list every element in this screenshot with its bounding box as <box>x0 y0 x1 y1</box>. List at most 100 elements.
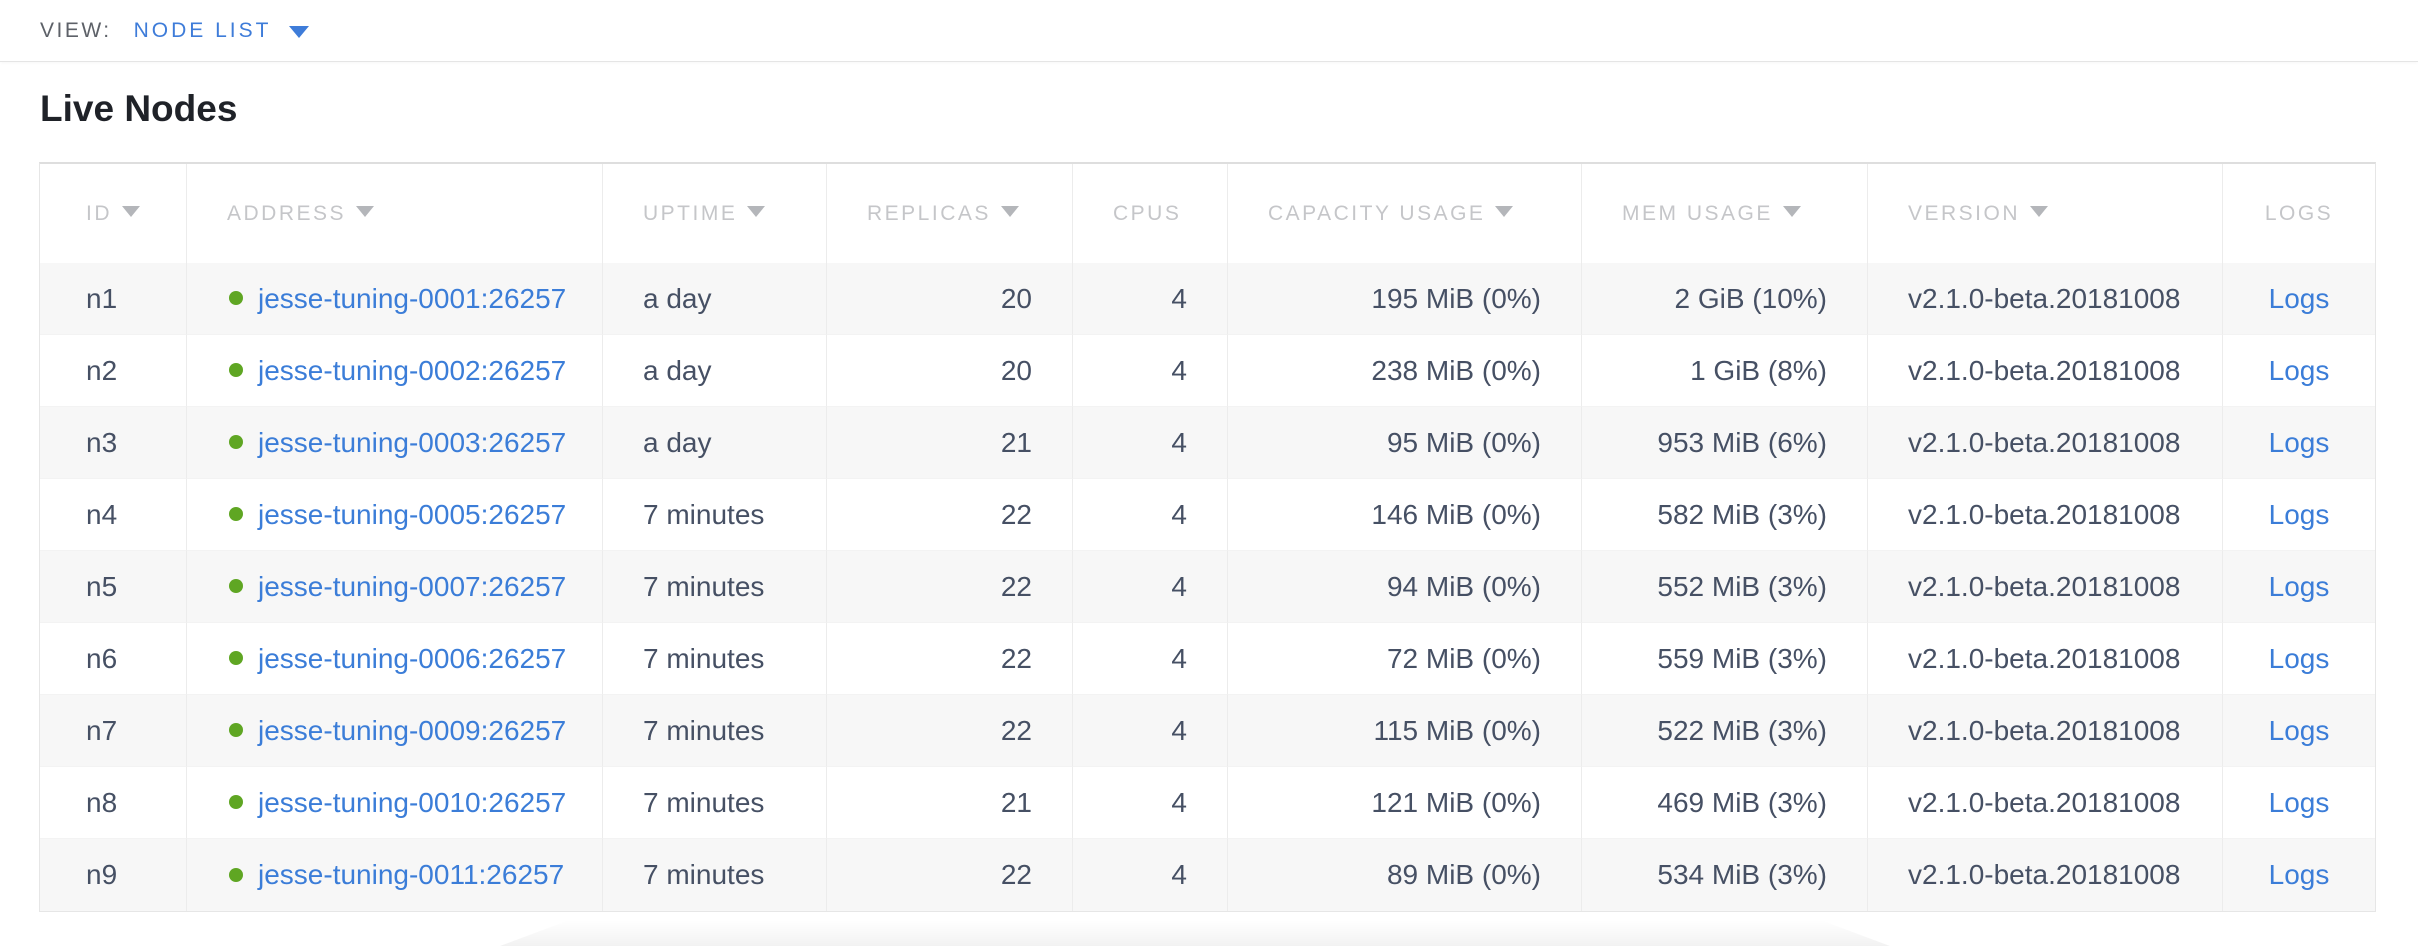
cell-cpus: 4 <box>1072 767 1227 839</box>
sort-descending-icon <box>356 206 375 218</box>
column-header-label: LOGS <box>2264 201 2334 225</box>
cell-address: jesse-tuning-0006:26257 <box>186 623 602 695</box>
cell-capacity_usage: 238 MiB (0%) <box>1227 335 1581 407</box>
node-address-link[interactable]: jesse-tuning-0001:26257 <box>258 282 567 314</box>
logs-link[interactable]: Logs <box>2268 786 2330 818</box>
column-header-id[interactable]: ID <box>40 164 186 263</box>
node-address-link[interactable]: jesse-tuning-0003:26257 <box>258 426 567 458</box>
column-header-label: ADDRESS <box>227 201 347 225</box>
cell-id: n9 <box>40 839 186 911</box>
cell-address: jesse-tuning-0003:26257 <box>186 407 602 479</box>
cell-logs: Logs <box>2222 767 2375 839</box>
logs-link[interactable]: Logs <box>2268 354 2330 386</box>
logs-link[interactable]: Logs <box>2268 642 2330 674</box>
cell-address: jesse-tuning-0011:26257 <box>186 839 602 911</box>
cell-capacity_usage: 94 MiB (0%) <box>1227 551 1581 623</box>
node-address-link[interactable]: jesse-tuning-0009:26257 <box>258 714 567 746</box>
cell-cpus: 4 <box>1072 479 1227 551</box>
node-healthy-status-dot <box>229 291 243 306</box>
logs-link[interactable]: Logs <box>2268 282 2330 314</box>
column-header-label: REPLICAS <box>867 201 991 225</box>
node-healthy-status-dot <box>229 363 243 378</box>
column-header-label: MEM USAGE <box>1622 201 1773 225</box>
view-selector-value: NODE LIST <box>133 18 272 42</box>
cell-version: v2.1.0-beta.20181008 <box>1867 839 2222 911</box>
cell-cpus: 4 <box>1072 407 1227 479</box>
cell-version: v2.1.0-beta.20181008 <box>1867 767 2222 839</box>
cell-uptime: a day <box>602 263 826 335</box>
cell-version: v2.1.0-beta.20181008 <box>1867 479 2222 551</box>
column-header-version[interactable]: VERSION <box>1867 164 2222 263</box>
node-healthy-status-dot <box>229 435 243 450</box>
cell-capacity_usage: 89 MiB (0%) <box>1227 839 1581 911</box>
chevron-down-icon <box>289 25 310 38</box>
column-header-logs: LOGS <box>2222 164 2375 263</box>
page-title: Live Nodes <box>40 88 238 129</box>
cell-replicas: 22 <box>826 479 1072 551</box>
view-selector-dropdown[interactable]: NODE LIST <box>134 19 310 43</box>
sort-descending-icon <box>747 206 766 218</box>
column-header-label: VERSION <box>1908 201 2021 225</box>
node-address-link[interactable]: jesse-tuning-0005:26257 <box>258 498 567 530</box>
column-header-capacity_usage[interactable]: CAPACITY USAGE <box>1227 164 1581 263</box>
cell-id: n3 <box>40 407 186 479</box>
cell-replicas: 22 <box>826 551 1072 623</box>
cell-cpus: 4 <box>1072 695 1227 767</box>
node-address-link[interactable]: jesse-tuning-0002:26257 <box>258 354 567 386</box>
table-row: n2 jesse-tuning-0002:26257 a day 20 4 238 MiB… <box>40 335 2375 407</box>
cell-uptime: a day <box>602 335 826 407</box>
cell-address: jesse-tuning-0007:26257 <box>186 551 602 623</box>
cell-capacity_usage: 121 MiB (0%) <box>1227 767 1581 839</box>
live-nodes-section: ID ADDRESS UPTIME REPLICAS CPUS CAPACITY USAG… <box>39 162 2376 912</box>
cell-uptime: 7 minutes <box>602 479 826 551</box>
node-address-link[interactable]: jesse-tuning-0011:26257 <box>258 859 565 890</box>
column-header-label: CPUS <box>1113 201 1182 225</box>
node-address-link[interactable]: jesse-tuning-0007:26257 <box>258 570 567 602</box>
table-row: n3 jesse-tuning-0003:26257 a day 21 4 95 MiB … <box>40 407 2375 479</box>
below-fold-shadow <box>500 920 1890 946</box>
cell-mem_usage: 552 MiB (3%) <box>1581 551 1867 623</box>
cell-logs: Logs <box>2222 263 2375 335</box>
column-header-address[interactable]: ADDRESS <box>186 164 602 263</box>
table-header: ID ADDRESS UPTIME REPLICAS CPUS CAPACITY USAG… <box>40 164 2375 263</box>
sort-descending-icon <box>122 206 140 218</box>
live-nodes-table: ID ADDRESS UPTIME REPLICAS CPUS CAPACITY USAG… <box>39 162 2376 912</box>
cell-capacity_usage: 72 MiB (0%) <box>1227 623 1581 695</box>
cell-logs: Logs <box>2222 695 2375 767</box>
node-healthy-status-dot <box>229 507 243 522</box>
table-row: n7 jesse-tuning-0009:26257 7 minutes 22 4 115… <box>40 695 2375 767</box>
cell-address: jesse-tuning-0002:26257 <box>186 335 602 407</box>
sort-descending-icon <box>1000 206 1019 218</box>
cell-mem_usage: 469 MiB (3%) <box>1581 767 1867 839</box>
cell-address: jesse-tuning-0009:26257 <box>186 695 602 767</box>
cell-uptime: 7 minutes <box>602 551 826 623</box>
cell-logs: Logs <box>2222 551 2375 623</box>
column-header-replicas[interactable]: REPLICAS <box>826 164 1072 263</box>
logs-link[interactable]: Logs <box>2268 570 2330 602</box>
cell-cpus: 4 <box>1072 335 1227 407</box>
node-address-link[interactable]: jesse-tuning-0006:26257 <box>258 642 567 674</box>
cell-replicas: 22 <box>826 695 1072 767</box>
column-header-label: ID <box>86 201 112 225</box>
logs-link[interactable]: Logs <box>2268 714 2330 746</box>
cell-replicas: 22 <box>826 623 1072 695</box>
cell-address: jesse-tuning-0005:26257 <box>186 479 602 551</box>
cell-replicas: 20 <box>826 263 1072 335</box>
column-header-uptime[interactable]: UPTIME <box>602 164 826 263</box>
column-header-mem_usage[interactable]: MEM USAGE <box>1581 164 1867 263</box>
logs-link[interactable]: Logs <box>2268 426 2330 458</box>
cell-cpus: 4 <box>1072 551 1227 623</box>
node-healthy-status-dot <box>229 579 243 594</box>
cell-cpus: 4 <box>1072 839 1227 911</box>
node-address-link[interactable]: jesse-tuning-0010:26257 <box>258 786 567 818</box>
logs-link[interactable]: Logs <box>2268 859 2330 890</box>
cell-version: v2.1.0-beta.20181008 <box>1867 695 2222 767</box>
cell-mem_usage: 953 MiB (6%) <box>1581 407 1867 479</box>
sort-descending-icon <box>1495 206 1514 218</box>
cell-uptime: 7 minutes <box>602 839 826 911</box>
cell-mem_usage: 1 GiB (8%) <box>1581 335 1867 407</box>
node-healthy-status-dot <box>229 723 243 738</box>
cell-logs: Logs <box>2222 839 2375 911</box>
cell-version: v2.1.0-beta.20181008 <box>1867 407 2222 479</box>
logs-link[interactable]: Logs <box>2268 498 2330 530</box>
